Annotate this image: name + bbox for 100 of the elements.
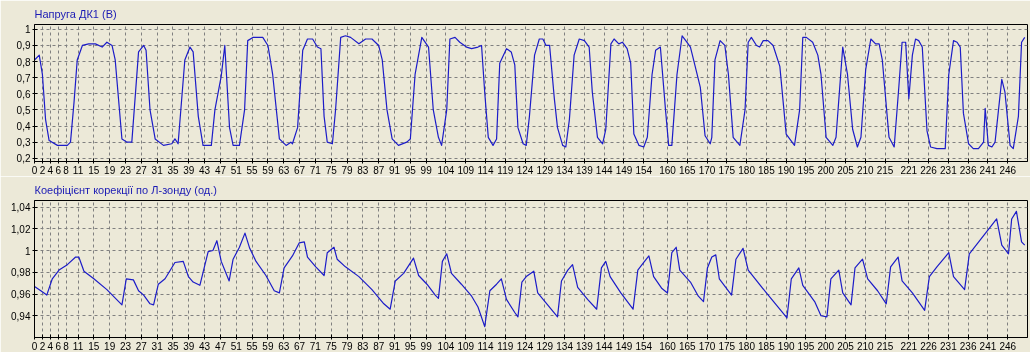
x-tick-label: 246 (999, 164, 1017, 176)
x-tick-label: 67 (294, 340, 306, 352)
x-tick-label: 124 (516, 164, 534, 176)
x-tick-label: 95 (404, 340, 417, 352)
x-tick-label: 190 (777, 164, 795, 176)
x-tick-label: 4 (47, 164, 54, 176)
x-tick-label: 15 (88, 340, 100, 352)
x-tick-label: 55 (246, 164, 259, 176)
x-tick-label: 99 (420, 164, 433, 176)
y-tick-label: 1,04 (11, 202, 31, 214)
x-tick-label: 75 (325, 340, 338, 352)
x-tick-label: 79 (341, 164, 354, 176)
x-tick-label: 71 (309, 340, 322, 352)
x-tick-label: 139 (576, 340, 594, 352)
x-tick-label: 87 (373, 340, 385, 352)
x-tick-label: 79 (341, 340, 354, 352)
y-tick-label: 0,98 (11, 267, 31, 279)
x-tick-label: 15 (88, 164, 100, 176)
x-tick-label: 221 (900, 340, 918, 352)
x-tick-label: 210 (856, 340, 875, 352)
x-tick-label: 104 (437, 340, 455, 352)
x-tick-label: 31 (151, 164, 164, 176)
x-tick-label: 241 (979, 164, 997, 176)
x-tick-label: 129 (536, 340, 554, 352)
x-tick-label: 11 (72, 164, 84, 176)
x-tick-label: 226 (920, 340, 938, 352)
x-tick-label: 67 (294, 164, 306, 176)
y-tick-label: 0,96 (11, 289, 31, 301)
y-tick-label: 0,3 (16, 137, 31, 149)
x-tick-label: 6 (55, 164, 62, 176)
x-tick-label: 19 (104, 164, 116, 176)
x-tick-label: 43 (199, 340, 211, 352)
x-tick-label: 39 (183, 164, 195, 176)
x-tick-label: 23 (119, 340, 132, 352)
y-tick-label: 0,5 (16, 104, 31, 116)
x-tick-label: 51 (230, 340, 243, 352)
x-tick-label: 134 (556, 164, 574, 176)
x-tick-label: 31 (151, 340, 164, 352)
x-tick-label: 231 (940, 340, 958, 352)
x-tick-label: 95 (404, 164, 417, 176)
x-tick-label: 8 (63, 164, 70, 176)
x-tick-label: 160 (659, 340, 677, 352)
x-tick-label: 109 (457, 164, 475, 176)
x-tick-label: 144 (595, 164, 613, 176)
x-tick-label: 39 (183, 340, 195, 352)
x-tick-label: 124 (516, 340, 534, 352)
x-tick-label: 91 (388, 340, 401, 352)
x-tick-label: 19 (104, 340, 116, 352)
x-tick-label: 195 (797, 164, 815, 176)
line-series (34, 210, 1026, 328)
y-tick-label: 1 (24, 245, 31, 257)
x-tick-label: 221 (900, 164, 918, 176)
x-tick-label: 195 (797, 340, 815, 352)
x-tick-label: 47 (214, 340, 227, 352)
x-tick-label: 200 (817, 340, 835, 352)
x-tick-label: 236 (959, 340, 977, 352)
x-tick-label: 83 (357, 340, 369, 352)
x-tick-label: 35 (167, 340, 179, 352)
line-series (34, 35, 1026, 150)
x-tick-label: 236 (959, 164, 977, 176)
x-tick-label: 59 (262, 164, 274, 176)
x-tick-label: 231 (940, 164, 958, 176)
x-tick-label: 170 (698, 164, 716, 176)
x-tick-label: 165 (678, 340, 697, 352)
x-tick-label: 165 (678, 164, 697, 176)
x-tick-label: 129 (536, 164, 554, 176)
x-tick-label: 6 (55, 340, 62, 352)
x-tick-label: 71 (309, 164, 322, 176)
x-tick-label: 175 (718, 164, 736, 176)
x-tick-label: 43 (199, 164, 211, 176)
x-tick-label: 119 (497, 340, 514, 352)
x-tick-label: 185 (758, 164, 776, 176)
x-tick-label: 139 (576, 164, 594, 176)
x-tick-label: 226 (920, 164, 938, 176)
x-tick-label: 87 (373, 164, 385, 176)
x-tick-label: 27 (135, 340, 148, 352)
x-tick-label: 119 (497, 164, 514, 176)
x-tick-label: 190 (777, 340, 795, 352)
x-tick-label: 8 (63, 340, 70, 352)
x-tick-label: 114 (477, 164, 494, 176)
x-tick-label: 200 (817, 164, 835, 176)
x-tick-label: 35 (167, 164, 179, 176)
x-tick-label: 75 (325, 164, 338, 176)
x-tick-label: 170 (698, 340, 716, 352)
x-tick-label: 27 (135, 164, 148, 176)
y-tick-label: 0,8 (16, 56, 31, 68)
x-tick-label: 0 (31, 340, 38, 352)
y-tick-label: 0,94 (11, 310, 31, 322)
x-tick-label: 241 (979, 340, 997, 352)
x-tick-label: 51 (230, 164, 243, 176)
y-tick-label: 0,7 (16, 72, 31, 84)
x-tick-label: 205 (837, 164, 855, 176)
x-tick-label: 0 (31, 164, 38, 176)
x-tick-label: 154 (635, 340, 653, 352)
x-tick-label: 144 (595, 340, 613, 352)
x-tick-label: 154 (635, 164, 653, 176)
x-tick-label: 175 (718, 340, 736, 352)
x-tick-label: 134 (556, 340, 574, 352)
y-tick-label: 0,6 (16, 88, 31, 100)
x-tick-label: 180 (738, 340, 756, 352)
